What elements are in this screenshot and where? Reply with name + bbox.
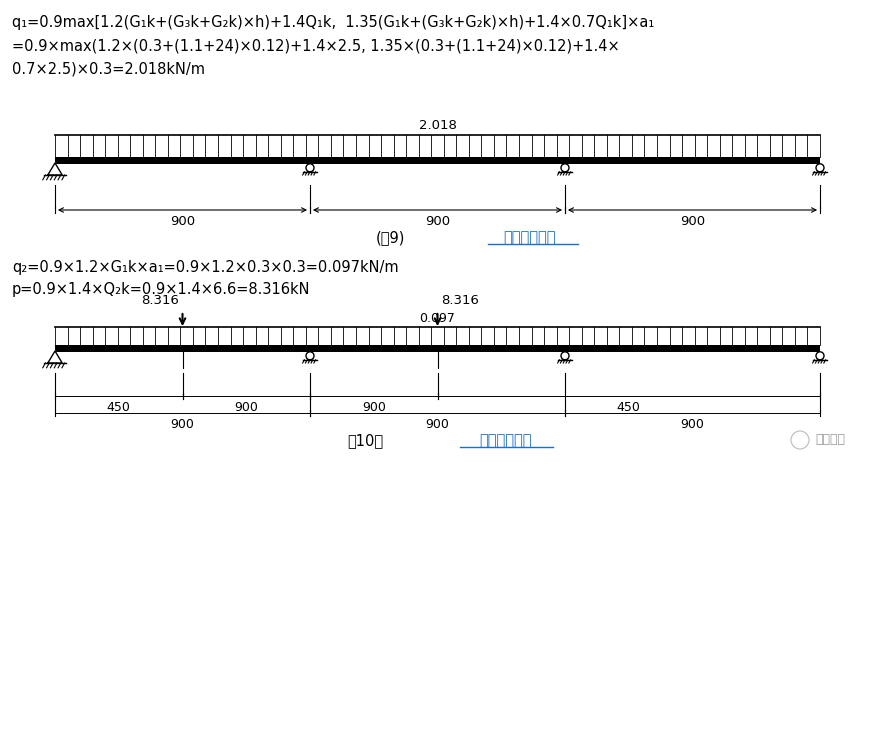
Text: 900: 900	[170, 215, 195, 228]
Bar	[55, 345, 820, 351]
Text: 900: 900	[235, 401, 258, 414]
Text: 0.7×2.5)×0.3=2.018kN/m: 0.7×2.5)×0.3=2.018kN/m	[12, 61, 205, 76]
Text: p=0.9×1.4×Q₂k=0.9×1.4×6.6=8.316kN: p=0.9×1.4×Q₂k=0.9×1.4×6.6=8.316kN	[12, 282, 311, 297]
Text: 450: 450	[107, 401, 131, 414]
Text: 900: 900	[681, 418, 704, 431]
Text: 次梁计算简图: 次梁计算简图	[504, 230, 557, 245]
Text: 450: 450	[617, 401, 641, 414]
Text: =0.9×max(1.2×(0.3+(1.1+24)×0.12)+1.4×2.5, 1.35×(0.3+(1.1+24)×0.12)+1.4×: =0.9×max(1.2×(0.3+(1.1+24)×0.12)+1.4×2.5…	[12, 38, 619, 53]
Text: 900: 900	[425, 215, 450, 228]
Text: 图10）: 图10）	[347, 433, 383, 448]
Text: (图9): (图9)	[375, 230, 404, 245]
Polygon shape	[48, 351, 62, 363]
Text: 次梁计算简图: 次梁计算简图	[479, 433, 531, 448]
Text: 2.018: 2.018	[419, 119, 457, 132]
Polygon shape	[48, 163, 62, 175]
Text: q₂=0.9×1.2×G₁k×a₁=0.9×1.2×0.3×0.3=0.097kN/m: q₂=0.9×1.2×G₁k×a₁=0.9×1.2×0.3×0.3=0.097k…	[12, 260, 398, 275]
Text: 900: 900	[426, 418, 450, 431]
Text: 900: 900	[171, 418, 195, 431]
Text: q₁=0.9max[1.2(G₁k+(G₃k+G₂k)×h)+1.4Q₁k,  1.35(G₁k+(G₃k+G₂k)×h)+1.4×0.7Q₁k]×a₁: q₁=0.9max[1.2(G₁k+(G₃k+G₂k)×h)+1.4Q₁k, 1…	[12, 15, 654, 30]
Text: 8.316: 8.316	[141, 294, 179, 307]
Text: 900: 900	[680, 215, 705, 228]
Text: 0.097: 0.097	[419, 312, 456, 325]
Text: 豆丁施工: 豆丁施工	[815, 433, 845, 446]
Text: 900: 900	[362, 401, 386, 414]
Bar	[55, 157, 820, 163]
Text: 8.316: 8.316	[442, 294, 480, 307]
